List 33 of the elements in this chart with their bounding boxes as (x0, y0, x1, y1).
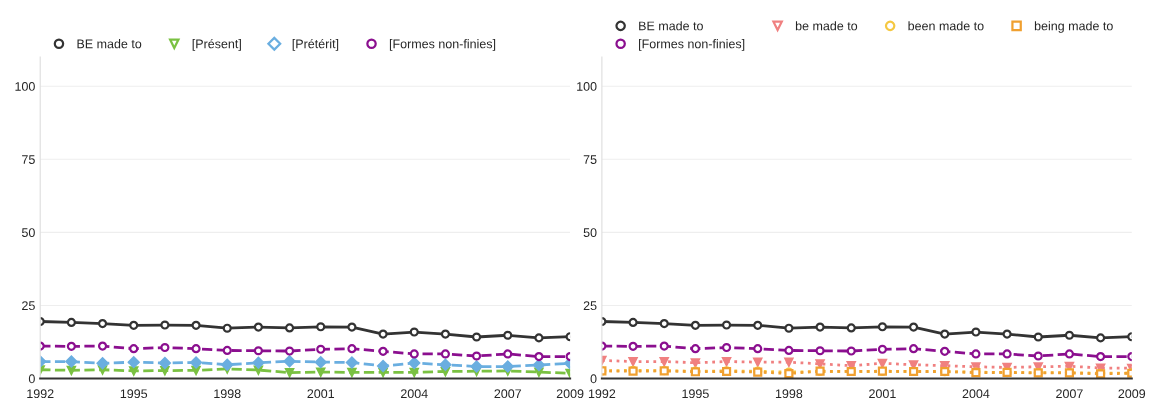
y-tick-label: 0 (28, 374, 35, 384)
x-tick-label: 2009 (556, 389, 584, 399)
y-tick-label: 75 (583, 155, 597, 164)
x-tick-label: 2007 (1056, 389, 1083, 399)
y-tick-label: 25 (22, 301, 35, 311)
x-tick-label: 1998 (214, 389, 241, 399)
legend-label: [Formes non-finies] (389, 39, 496, 51)
y-tick-label: 50 (21, 228, 35, 238)
x-tick-label: 2001 (307, 389, 335, 399)
y-tick-label: 0 (590, 374, 597, 384)
x-tick-label: 1992 (27, 389, 54, 399)
legend-label: be made to (795, 21, 858, 31)
y-tick-label: 25 (583, 301, 597, 311)
x-tick-label: 1992 (588, 389, 616, 399)
x-tick-label: 2004 (962, 389, 990, 399)
x-tick-label: 2009 (1118, 389, 1146, 399)
x-tick-label: 2007 (494, 389, 522, 399)
x-tick-label: 1995 (682, 389, 709, 399)
y-tick-label: 100 (15, 82, 35, 91)
x-tick-label: 1995 (120, 389, 148, 399)
x-tick-label: 1998 (775, 389, 803, 399)
x-tick-label: 2004 (400, 389, 428, 399)
legend-label: [Formes non-finies] (639, 39, 745, 51)
legend-label: [Prétérit] (292, 38, 339, 51)
legend-label: BE made to (639, 21, 703, 31)
legend-label: [Présent] (192, 38, 241, 51)
legend-label: being made to (1034, 21, 1113, 33)
x-tick-label: 2001 (869, 389, 896, 399)
legend-label: BE made to (77, 39, 142, 49)
y-tick-label: 100 (577, 82, 597, 91)
y-tick-label: 75 (22, 155, 35, 164)
y-tick-label: 50 (583, 228, 597, 238)
legend-label: been made to (908, 21, 984, 31)
